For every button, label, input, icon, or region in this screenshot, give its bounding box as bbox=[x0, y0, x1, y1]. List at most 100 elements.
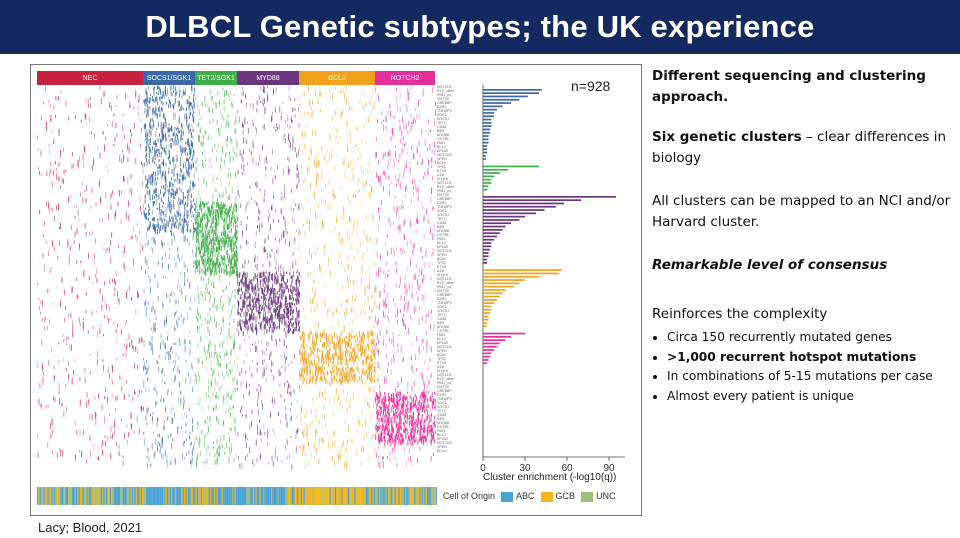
mutation-mark bbox=[417, 219, 419, 224]
mutation-mark bbox=[273, 321, 275, 325]
mutation-mark bbox=[145, 88, 147, 94]
mutation-mark bbox=[424, 139, 426, 146]
mutation-mark bbox=[204, 260, 206, 267]
mutation-mark bbox=[351, 439, 353, 443]
mutation-mark bbox=[248, 326, 250, 332]
mutation-mark bbox=[258, 310, 260, 314]
mutation-mark bbox=[433, 223, 435, 231]
mutation-mark bbox=[160, 189, 161, 195]
mutation-mark bbox=[306, 379, 308, 385]
mutation-mark bbox=[102, 439, 104, 446]
mutation-mark bbox=[117, 298, 119, 301]
mutation-mark bbox=[225, 138, 227, 143]
mutation-mark bbox=[234, 339, 236, 346]
mutation-mark bbox=[59, 240, 60, 246]
mutation-mark bbox=[304, 316, 306, 319]
mutation-mark bbox=[179, 213, 181, 220]
mutation-mark bbox=[222, 191, 224, 197]
mutation-mark bbox=[227, 235, 229, 239]
mutation-mark bbox=[415, 436, 417, 443]
mutation-mark bbox=[267, 341, 269, 346]
mutation-mark bbox=[198, 292, 199, 298]
mutation-mark bbox=[260, 321, 262, 327]
mutation-mark bbox=[269, 252, 271, 258]
mutation-mark bbox=[342, 405, 344, 409]
mutation-mark bbox=[421, 392, 422, 397]
mutation-mark bbox=[214, 143, 216, 149]
mutation-mark bbox=[421, 270, 423, 276]
mutation-mark bbox=[268, 300, 270, 305]
mutation-mark bbox=[231, 443, 233, 449]
mutation-mark bbox=[303, 339, 305, 343]
mutation-mark bbox=[217, 197, 218, 203]
mutation-mark bbox=[74, 216, 76, 219]
mutation-mark bbox=[356, 344, 358, 348]
mutation-mark bbox=[246, 304, 248, 307]
mutation-mark bbox=[190, 193, 192, 198]
mutation-mark bbox=[99, 328, 101, 334]
mutation-mark bbox=[208, 385, 210, 392]
mutation-mark bbox=[264, 98, 265, 104]
mutation-mark bbox=[165, 315, 167, 321]
mutation-mark bbox=[279, 283, 281, 290]
mutation-mark bbox=[302, 344, 304, 349]
mutation-mark bbox=[179, 369, 180, 374]
mutation-mark bbox=[212, 230, 214, 233]
mutation-mark bbox=[193, 153, 195, 156]
mutation-mark bbox=[220, 263, 222, 267]
mutation-mark bbox=[342, 355, 344, 361]
mutation-mark bbox=[159, 152, 161, 157]
mutation-mark bbox=[192, 117, 194, 120]
mutation-mark bbox=[347, 378, 349, 384]
mutation-mark bbox=[298, 107, 299, 112]
mutation-mark bbox=[231, 101, 233, 107]
mutation-mark bbox=[213, 370, 214, 374]
mutation-mark bbox=[367, 354, 369, 359]
mutation-mark bbox=[131, 235, 133, 240]
mutation-mark bbox=[40, 150, 42, 157]
mutation-mark bbox=[386, 368, 388, 373]
mutation-mark bbox=[412, 283, 414, 291]
mutation-mark bbox=[392, 332, 394, 336]
mutation-mark bbox=[396, 319, 398, 325]
mutation-mark bbox=[300, 94, 302, 98]
mutation-mark bbox=[302, 341, 304, 346]
mutation-mark bbox=[242, 230, 243, 237]
mutation-mark bbox=[328, 257, 329, 262]
mutation-mark bbox=[230, 221, 232, 227]
mutation-mark bbox=[236, 380, 238, 386]
mutation-mark bbox=[144, 98, 146, 103]
mutation-mark bbox=[342, 87, 344, 93]
mutation-mark bbox=[202, 239, 204, 244]
mutation-mark bbox=[433, 150, 435, 156]
mutation-mark bbox=[354, 357, 356, 362]
mutation-mark bbox=[177, 134, 178, 140]
mutation-mark bbox=[223, 219, 225, 224]
mutation-mark bbox=[223, 394, 225, 401]
mutation-mark bbox=[181, 174, 183, 181]
mutation-mark bbox=[114, 214, 115, 221]
mutation-mark bbox=[252, 298, 254, 303]
mutation-mark bbox=[266, 316, 268, 319]
mutation-mark bbox=[398, 392, 400, 396]
mutation-mark bbox=[275, 129, 277, 132]
mutation-mark bbox=[95, 419, 97, 426]
mutation-mark bbox=[295, 307, 297, 313]
mutation-mark bbox=[283, 290, 285, 294]
mutation-mark bbox=[311, 362, 313, 367]
mutation-mark bbox=[78, 156, 80, 162]
mutation-mark bbox=[166, 206, 168, 214]
mutation-mark bbox=[403, 313, 404, 317]
mutation-mark bbox=[185, 141, 187, 145]
mutation-mark bbox=[292, 106, 294, 113]
mutation-mark bbox=[121, 158, 123, 164]
mutation-mark bbox=[205, 202, 207, 206]
mutation-mark bbox=[353, 379, 355, 383]
mutation-mark bbox=[310, 207, 312, 215]
mutation-mark bbox=[197, 260, 199, 263]
mutation-mark bbox=[174, 196, 176, 199]
mutation-mark bbox=[210, 424, 212, 428]
mutation-mark bbox=[191, 102, 193, 109]
mutation-mark bbox=[149, 97, 151, 103]
mutation-mark bbox=[142, 168, 144, 174]
